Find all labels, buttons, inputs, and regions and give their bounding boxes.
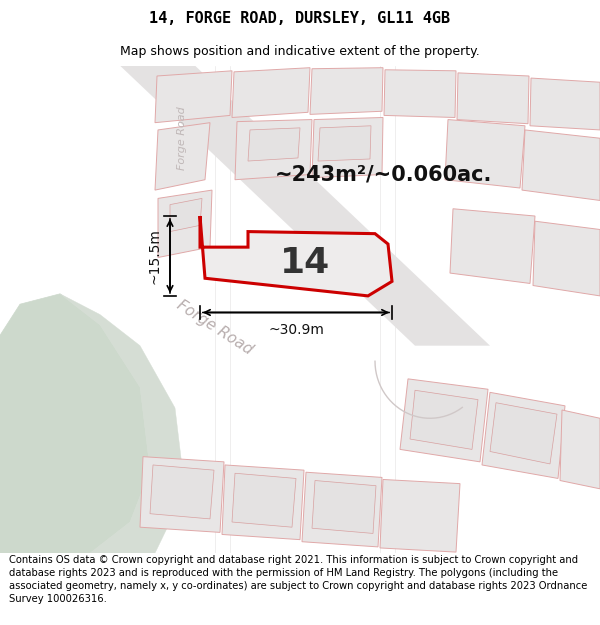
Polygon shape xyxy=(490,402,557,464)
Polygon shape xyxy=(482,392,565,479)
Polygon shape xyxy=(150,465,214,519)
Text: Forge Road: Forge Road xyxy=(177,106,187,170)
Polygon shape xyxy=(312,481,376,533)
Polygon shape xyxy=(400,379,488,462)
Text: Contains OS data © Crown copyright and database right 2021. This information is : Contains OS data © Crown copyright and d… xyxy=(9,554,587,604)
Polygon shape xyxy=(232,473,296,528)
Polygon shape xyxy=(310,68,383,114)
Text: 14, FORGE ROAD, DURSLEY, GL11 4GB: 14, FORGE ROAD, DURSLEY, GL11 4GB xyxy=(149,11,451,26)
Polygon shape xyxy=(222,465,304,539)
Polygon shape xyxy=(318,126,371,161)
Text: ~243m²/~0.060ac.: ~243m²/~0.060ac. xyxy=(275,164,493,184)
Polygon shape xyxy=(312,118,383,178)
Polygon shape xyxy=(384,70,456,118)
Polygon shape xyxy=(0,294,150,553)
Polygon shape xyxy=(60,294,185,553)
Polygon shape xyxy=(170,198,202,232)
Polygon shape xyxy=(445,119,525,188)
Text: Map shows position and indicative extent of the property.: Map shows position and indicative extent… xyxy=(120,45,480,58)
Polygon shape xyxy=(533,221,600,296)
Polygon shape xyxy=(120,66,490,346)
Text: Forge Road: Forge Road xyxy=(175,297,256,357)
Polygon shape xyxy=(380,479,460,552)
Polygon shape xyxy=(155,71,232,122)
Polygon shape xyxy=(457,73,529,124)
Text: 14: 14 xyxy=(280,246,330,280)
Polygon shape xyxy=(450,209,535,284)
Polygon shape xyxy=(158,190,212,258)
Polygon shape xyxy=(232,68,310,118)
Text: ~30.9m: ~30.9m xyxy=(268,323,324,337)
Polygon shape xyxy=(302,472,382,547)
Polygon shape xyxy=(248,128,300,161)
Polygon shape xyxy=(200,216,392,296)
Polygon shape xyxy=(235,119,312,180)
Polygon shape xyxy=(140,457,224,532)
Polygon shape xyxy=(530,78,600,130)
Polygon shape xyxy=(155,122,210,190)
Polygon shape xyxy=(560,410,600,489)
Polygon shape xyxy=(410,390,478,449)
Text: ~15.5m: ~15.5m xyxy=(148,228,162,284)
Polygon shape xyxy=(522,130,600,201)
